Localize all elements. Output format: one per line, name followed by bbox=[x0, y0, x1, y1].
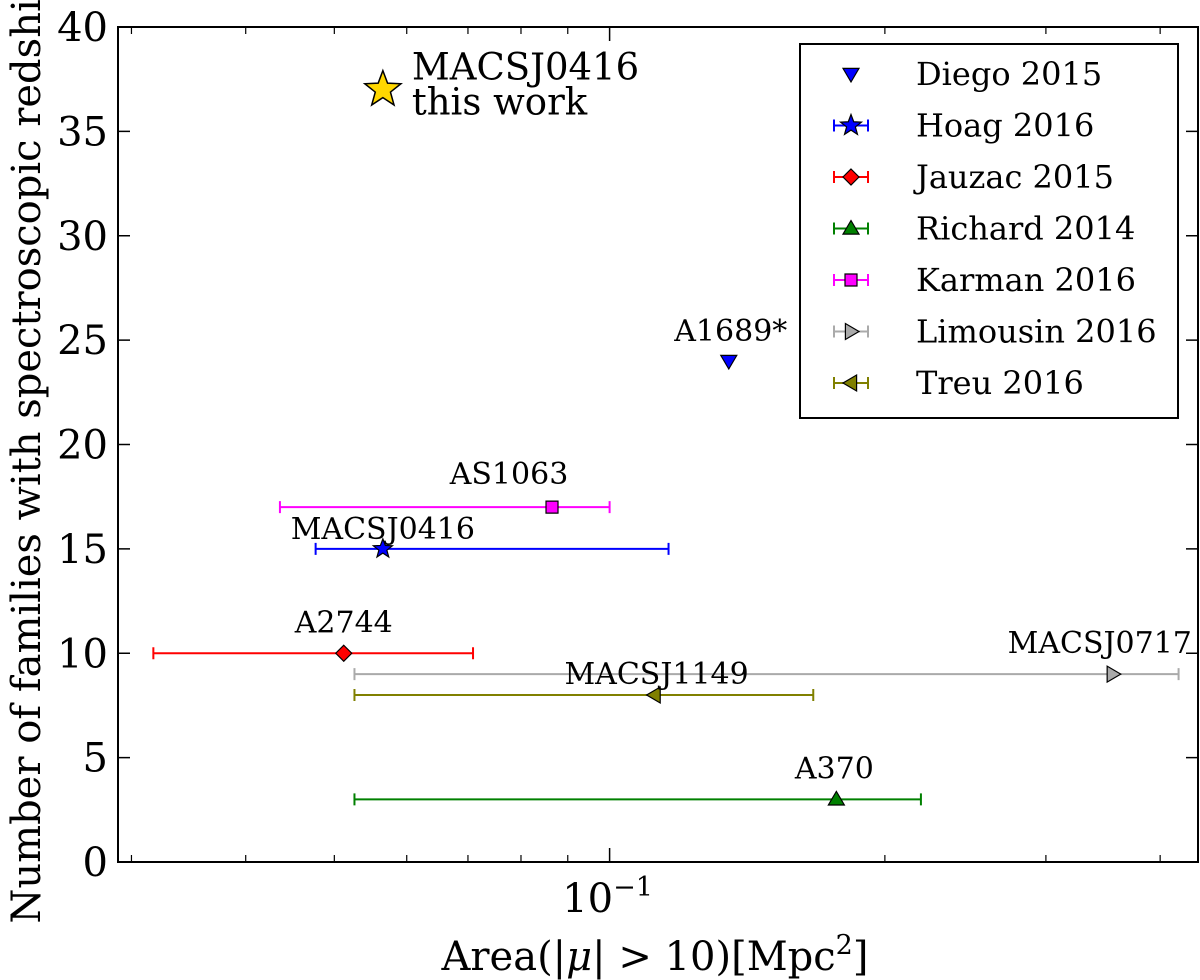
legend-entry-diego-2015: Diego 2015 bbox=[841, 55, 1102, 93]
legend-box bbox=[799, 43, 1179, 419]
legend-marker-diamond bbox=[842, 168, 860, 186]
point-macsj0717-limousin-2016 bbox=[1106, 665, 1122, 684]
legend-label: Karman 2016 bbox=[916, 261, 1136, 299]
legend-marker-triangle-down bbox=[841, 67, 861, 84]
label-highlight-cluster: MACSJ0416 bbox=[412, 46, 639, 89]
legend-label: Jauzac 2015 bbox=[913, 158, 1114, 196]
x-axis-label: Area(|μ| > 10)[Mpc2] bbox=[441, 930, 869, 980]
point-a370-richard-2014 bbox=[827, 790, 846, 806]
legend-entry-treu-2016: Treu 2016 bbox=[833, 364, 1084, 402]
legend-marker-star bbox=[838, 112, 864, 136]
legend-marker-triangle-up bbox=[841, 219, 861, 235]
y-tick-label: 10 bbox=[57, 631, 108, 677]
y-axis-label: Number of families with spectroscopic re… bbox=[4, 0, 50, 924]
point-highlight-macsj0416 bbox=[362, 68, 403, 107]
errorbar-macsj0717 bbox=[353, 668, 1180, 681]
y-tick-label: 15 bbox=[57, 527, 108, 573]
label-highlight-note: this work bbox=[412, 81, 588, 124]
legend-marker-triangle-right bbox=[844, 322, 861, 341]
legend-label: Limousin 2016 bbox=[916, 313, 1157, 351]
x-tick-label: 10−1 bbox=[562, 872, 653, 922]
legend-entry-karman-2016: Karman 2016 bbox=[833, 261, 1136, 299]
axes-layer: 0 5 10 15 20 25 30 35 40 10−1 bbox=[57, 5, 1198, 922]
label-as1063: AS1063 bbox=[449, 457, 569, 492]
legend-entry-hoag-2016: Hoag 2016 bbox=[833, 107, 1094, 145]
legend-entry-richard-2014: Richard 2014 bbox=[833, 210, 1135, 248]
point-macsj0416-hoag-2016 bbox=[371, 537, 395, 559]
point-macsj1149-treu-2016 bbox=[645, 685, 661, 705]
errorbar-a2744 bbox=[152, 647, 475, 660]
y-tick-label: 30 bbox=[57, 214, 108, 260]
legend-entry-limousin-2016: Limousin 2016 bbox=[833, 313, 1157, 351]
legend-label: Richard 2014 bbox=[916, 210, 1135, 248]
legend-label: Hoag 2016 bbox=[916, 107, 1094, 145]
y-tick-label: 25 bbox=[57, 318, 108, 364]
label-macsj0717: MACSJ0717 bbox=[1008, 626, 1192, 661]
y-tick-label: 40 bbox=[57, 5, 108, 51]
label-a2744: A2744 bbox=[294, 605, 393, 640]
errorbar-macsj1149 bbox=[353, 689, 815, 701]
point-a1689-diego-2015 bbox=[719, 354, 738, 371]
legend-marker-triangle-left bbox=[841, 373, 858, 393]
point-as1063-karman-2016 bbox=[545, 500, 559, 514]
errorbar-macsj0416 bbox=[314, 542, 670, 555]
y-tick-label: 0 bbox=[83, 840, 108, 886]
legend-label: Treu 2016 bbox=[916, 364, 1084, 402]
point-a2744-jauzac-2015 bbox=[334, 644, 353, 663]
errorbar-a370 bbox=[353, 793, 922, 806]
y-tick-label: 5 bbox=[83, 736, 108, 782]
label-a1689: A1689* bbox=[673, 314, 787, 349]
annotation-layer: A1689* MACSJ0416 A2744 A370 AS1063 MACSJ0717 M… bbox=[291, 46, 1192, 787]
legend-label: Diego 2015 bbox=[916, 55, 1102, 93]
y-tick-label: 35 bbox=[57, 109, 108, 155]
label-a370: A370 bbox=[794, 751, 874, 786]
y-tick-label: 20 bbox=[57, 423, 108, 469]
legend: Diego 2015 Hoag 2016 Jauzac 2015 Richard 20… bbox=[799, 43, 1179, 419]
legend-entry-jauzac-2015: Jauzac 2015 bbox=[833, 158, 1114, 196]
legend-marker-square bbox=[844, 273, 858, 287]
marker-layer bbox=[334, 68, 1122, 806]
label-macsj1149: MACSJ1149 bbox=[564, 657, 748, 692]
label-macsj0416: MACSJ0416 bbox=[291, 512, 475, 547]
